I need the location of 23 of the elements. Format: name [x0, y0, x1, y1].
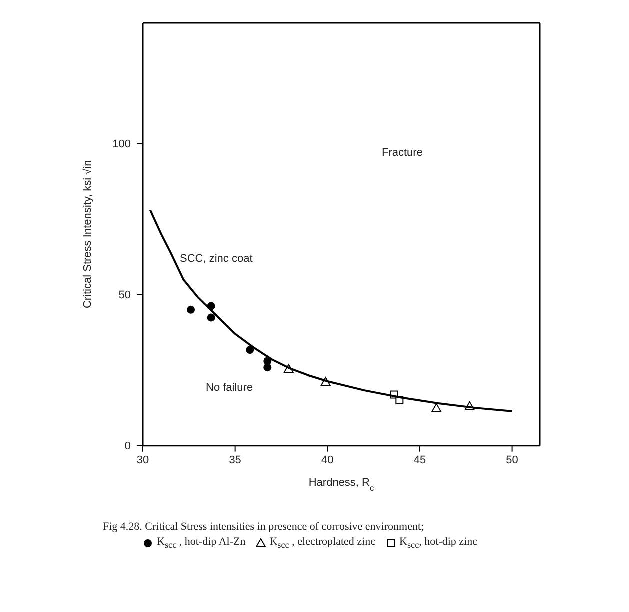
point	[246, 346, 254, 354]
legend-title: Fig 4.28. Critical Stress intensities in presence of corrosive environment;	[103, 520, 426, 533]
y-tick-label: 100	[112, 138, 131, 151]
legend-label: K$_{scc}$ , hot-dip Al-Zn	[157, 536, 246, 550]
annotation: Fracture	[382, 147, 423, 159]
x-tick-label: 40	[322, 454, 334, 467]
x-tick-label: 50	[506, 454, 518, 467]
x-tick-label: 45	[414, 454, 426, 467]
point	[432, 403, 442, 412]
point	[207, 314, 216, 322]
y-axis-title: Critical Stress Intensity, ksi √in	[82, 160, 94, 309]
y-tick-label: 50	[118, 290, 131, 302]
y-tick-label: 0	[124, 440, 131, 453]
annotation: No failure	[206, 382, 254, 394]
point	[187, 306, 196, 314]
x-tick-label: 35	[229, 454, 242, 467]
point	[264, 364, 272, 372]
legend-label: K$_{scc}$, hot-dip zinc	[400, 536, 478, 550]
x-tick-label: 30	[136, 454, 150, 467]
annotation: SCC, zinc coat	[180, 253, 253, 265]
x-axis-title: Hardness, R$_{c}$	[308, 476, 374, 492]
line-series	[149, 209, 514, 412]
legend-label: K$_{scc}$ , electroplated zinc	[270, 536, 376, 550]
